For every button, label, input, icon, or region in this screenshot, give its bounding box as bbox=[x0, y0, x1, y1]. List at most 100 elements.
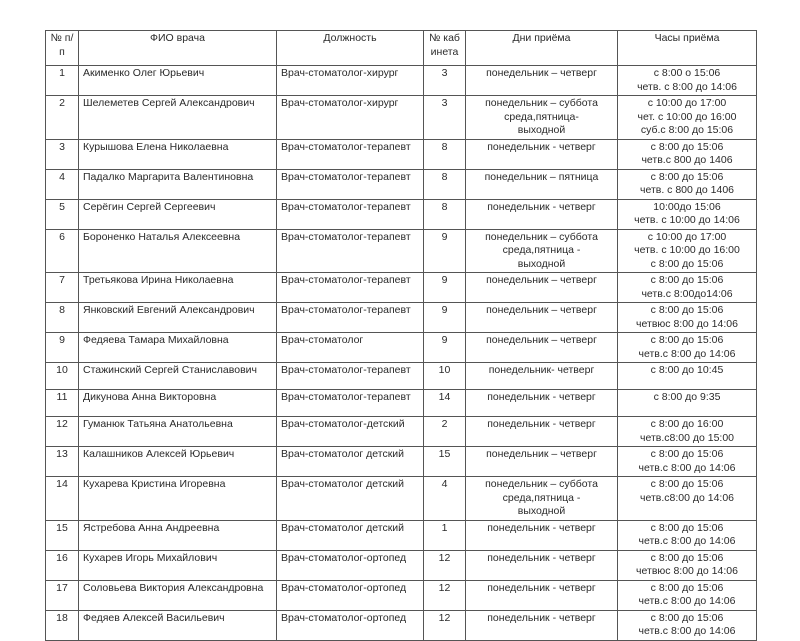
row-number: 13 bbox=[45, 446, 79, 477]
hours-line: с 8:00 до 15:06 bbox=[650, 274, 724, 286]
hours-line: четв. с 8:00 до 14:06 bbox=[637, 80, 737, 93]
table-row: 9 Федяева Тамара Михайловна Врач-стоматоло… bbox=[45, 332, 757, 363]
days-line: понедельник - четверг bbox=[487, 418, 596, 430]
days-line: понедельник – пятница bbox=[484, 170, 599, 183]
table-row: 7 Третьякова Ирина Николаевна Врач-стомато… bbox=[45, 272, 757, 303]
doctor-name: Гуманюк Татьяна Анатольевна bbox=[78, 416, 277, 447]
doctor-position: Врач-стоматолог детский bbox=[276, 519, 424, 551]
row-number: 11 bbox=[45, 389, 79, 417]
table-row: 18 Федяев Алексей Васильевич Врач-стоматол… bbox=[45, 609, 757, 641]
doctor-name: Акименко Олег Юрьевич bbox=[78, 65, 277, 96]
doctor-name: Стажинский Сергей Станиславович bbox=[78, 362, 277, 390]
doctor-position: Врач-стоматолог-ортопед bbox=[276, 549, 424, 581]
room-number: 10 bbox=[423, 362, 466, 390]
days-line: понедельник - четверг bbox=[487, 611, 596, 624]
days-line: понедельник – четверг bbox=[486, 448, 597, 460]
reception-hours: с 8:00 до 15:06 четв.с8:00 до 14:06 bbox=[617, 476, 757, 521]
reception-days: понедельник- четверг bbox=[465, 362, 618, 390]
room-number: 8 bbox=[423, 138, 466, 170]
room-number: 9 bbox=[423, 302, 466, 333]
table-row: 11 Дикунова Анна Викторовна Врач-стоматоло… bbox=[45, 389, 757, 417]
table-row: 1 Акименко Олег Юрьевич Врач-стоматолог-хи… bbox=[45, 65, 757, 96]
days-line: среда,пятница - bbox=[502, 244, 581, 256]
doctor-name: Падалко Маргарита Валентиновна bbox=[78, 168, 277, 200]
reception-days: понедельник - четверг bbox=[465, 609, 618, 641]
row-number: 5 bbox=[45, 198, 79, 230]
hours-line: с 8:00 до 15:06 bbox=[650, 581, 724, 594]
doctor-name: Третьякова Ирина Николаевна bbox=[78, 272, 277, 303]
hours-line: с 8:00 о 15:06 bbox=[653, 67, 721, 79]
table-row: 13 Калашников Алексей Юрьевич Врач-стомато… bbox=[45, 446, 757, 477]
reception-days: понедельник – четверг bbox=[465, 272, 618, 303]
room-number: 12 bbox=[423, 549, 466, 581]
hours-line: суб.с 8:00 до 15:06 bbox=[640, 124, 734, 136]
header-hours: Часы приёма bbox=[617, 30, 757, 66]
reception-days: понедельник – четверг bbox=[465, 332, 618, 363]
hours-line: четв.с8:00 до 14:06 bbox=[639, 491, 735, 504]
doctor-name: Дикунова Анна Викторовна bbox=[78, 389, 277, 417]
doctor-position: Врач-стоматолог детский bbox=[276, 476, 424, 521]
doctor-name: Федяева Тамара Михайловна bbox=[78, 332, 277, 363]
hours-line: с 8:00 до 15:06 bbox=[650, 521, 724, 534]
room-number: 12 bbox=[423, 609, 466, 641]
header-days: Дни приёма bbox=[465, 30, 618, 66]
doctor-name: Федяев Алексей Васильевич bbox=[78, 609, 277, 641]
hours-line: с 8:00 до 15:06 bbox=[650, 448, 724, 460]
days-line: понедельник- четверг bbox=[488, 364, 595, 376]
row-number: 3 bbox=[45, 138, 79, 170]
reception-hours: с 8:00 до 15:06 четв.с 8:00 до 14:06 bbox=[617, 332, 757, 363]
doctor-position: Врач-стоматолог-терапевт bbox=[276, 272, 424, 303]
table-row: 2 Шелеметев Сергей Александрович Врач-стом… bbox=[45, 95, 757, 140]
reception-days: понедельник – четверг bbox=[465, 446, 618, 477]
table-row: 8 Янковский Евгений Александрович Врач-сто… bbox=[45, 302, 757, 333]
table-row: 5 Серёгин Сергей Сергеевич Врач-стоматолог… bbox=[45, 198, 757, 230]
row-number: 8 bbox=[45, 302, 79, 333]
reception-hours: с 8:00 о 15:06 четв. с 8:00 до 14:06 bbox=[617, 65, 757, 96]
reception-hours: с 8:00 до 15:06 четвюс 8:00 до 14:06 bbox=[617, 302, 757, 333]
days-line: выходной bbox=[517, 124, 566, 136]
row-number: 14 bbox=[45, 476, 79, 521]
doctor-position: Врач-стоматолог bbox=[276, 332, 424, 363]
reception-hours: с 8:00 до 9:35 bbox=[617, 389, 757, 417]
room-number: 9 bbox=[423, 332, 466, 363]
days-line: понедельник - четверг bbox=[487, 140, 596, 153]
days-line: понедельник - четверг bbox=[487, 391, 596, 403]
reception-hours: с 8:00 до 15:06 четв.с 8:00до14:06 bbox=[617, 272, 757, 303]
row-number: 2 bbox=[45, 95, 79, 140]
days-line: понедельник – четверг bbox=[486, 334, 597, 346]
hours-line: четвюс 8:00 до 14:06 bbox=[636, 317, 738, 330]
reception-hours: с 8:00 до 10:45 bbox=[617, 362, 757, 390]
reception-days: понедельник – четверг bbox=[465, 302, 618, 333]
hours-line: чет. с 10:00 до 16:00 bbox=[637, 110, 737, 123]
doctor-name: Курышова Елена Николаевна bbox=[78, 138, 277, 170]
room-number: 9 bbox=[423, 272, 466, 303]
row-number: 12 bbox=[45, 416, 79, 447]
table-row: 12 Гуманюк Татьяна Анатольевна Врач-стомат… bbox=[45, 416, 757, 447]
reception-hours: с 8:00 до 15:06 четв.с 8:00 до 14:06 bbox=[617, 609, 757, 641]
room-number: 4 bbox=[423, 476, 466, 521]
reception-days: понедельник - четверг bbox=[465, 416, 618, 447]
room-number: 3 bbox=[423, 65, 466, 96]
doctor-position: Врач-стоматолог-терапевт bbox=[276, 168, 424, 200]
table-row: 3 Курышова Елена Николаевна Врач-стоматоло… bbox=[45, 138, 757, 170]
row-number: 6 bbox=[45, 228, 79, 273]
days-line: выходной bbox=[517, 257, 566, 270]
table-row: 17 Соловьева Виктория Александровна Врач-с… bbox=[45, 579, 757, 611]
hours-line: четв.с 8:00 до 14:06 bbox=[638, 625, 736, 637]
reception-days: понедельник - четверг bbox=[465, 138, 618, 170]
room-number: 1 bbox=[423, 519, 466, 551]
doctor-position: Врач-стоматолог-детский bbox=[276, 416, 424, 447]
room-number: 3 bbox=[423, 95, 466, 140]
reception-hours: с 8:00 до 15:06 четв.с 800 до 1406 bbox=[617, 138, 757, 170]
doctor-position: Врач-стоматолог-терапевт bbox=[276, 138, 424, 170]
doctor-name: Янковский Евгений Александрович bbox=[78, 302, 277, 333]
days-line: среда,пятница - bbox=[502, 491, 581, 504]
hours-line: четв.с8:00 до 15:00 bbox=[639, 431, 735, 444]
room-number: 14 bbox=[423, 389, 466, 417]
hours-line: 10:00до 15:06 bbox=[653, 200, 721, 213]
doctor-name: Соловьева Виктория Александровна bbox=[78, 579, 277, 611]
days-line: понедельник – суббота bbox=[485, 230, 598, 243]
reception-hours: с 8:00 до 16:00 четв.с8:00 до 15:00 bbox=[617, 416, 757, 447]
table-row: 15 Ястребова Анна Андреевна Врач-стоматоло… bbox=[45, 519, 757, 551]
room-number: 8 bbox=[423, 198, 466, 230]
